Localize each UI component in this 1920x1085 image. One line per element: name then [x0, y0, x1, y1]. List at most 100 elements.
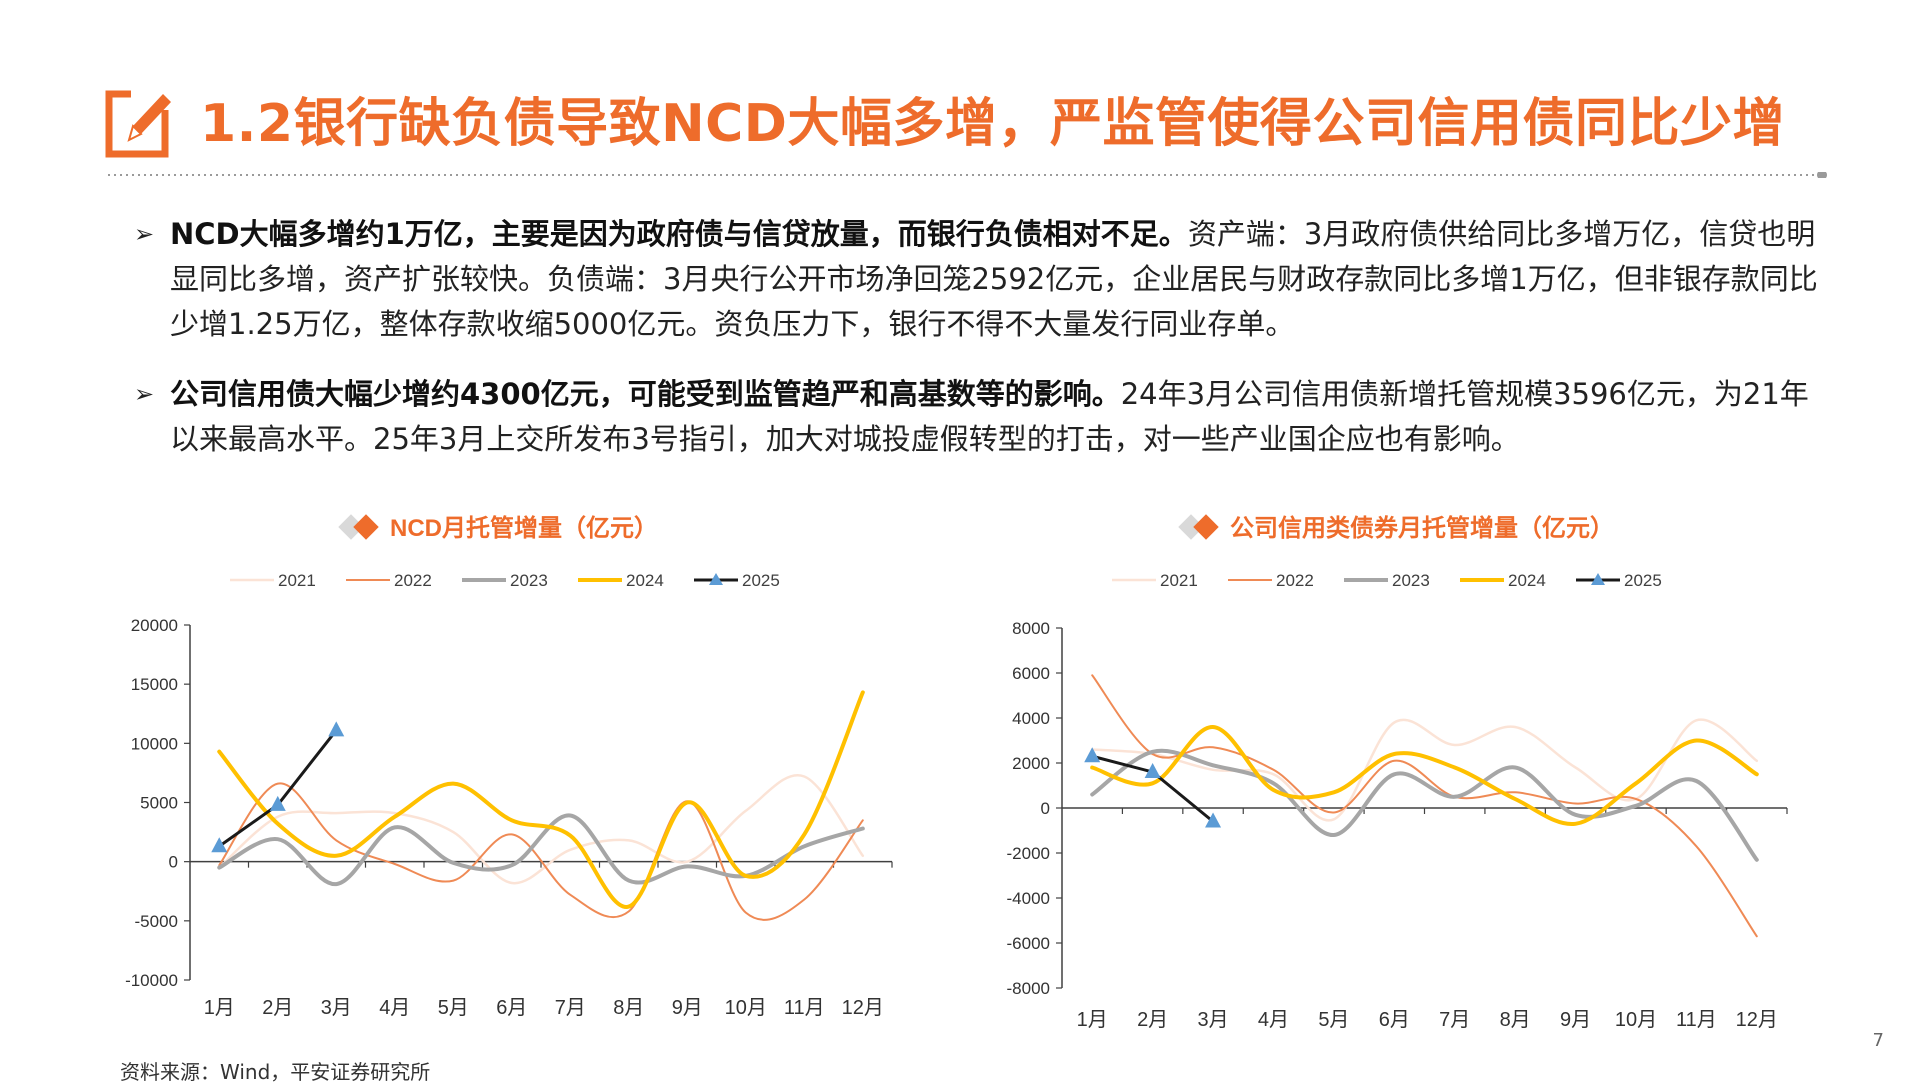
title-diamond-gray-icon — [338, 514, 364, 540]
data-point-2025 — [328, 721, 345, 737]
x-tick-label: 7月 — [555, 997, 586, 1019]
legend-marker-icon — [709, 573, 723, 585]
series-line-2022 — [1091, 674, 1758, 938]
legend-label: 2023 — [510, 571, 548, 590]
data-point-2025 — [1205, 812, 1222, 828]
source-note: 资料来源：Wind，平安证券研究所 — [120, 1060, 431, 1084]
bullet-credit-bond: ➢ 公司信用债大幅少增约4300亿元，可能受到监管趋严和高基数等的影响。24年3… — [134, 372, 1834, 462]
y-tick-label: 0 — [1041, 799, 1050, 818]
series-line-2022 — [218, 782, 864, 921]
legend-label: 2025 — [742, 571, 780, 590]
x-tick-label: 4月 — [379, 997, 410, 1019]
chart-legend: 2021 2022 2023 2024 2025 — [1112, 571, 1662, 590]
bullet-detail: 24年3月公司信用债新增托管规模3596亿元，为21年以来最高水平。25年3月上… — [170, 377, 1809, 456]
legend-label: 2021 — [278, 571, 316, 590]
chart-title: NCD月托管增量（亿元） — [390, 514, 658, 542]
y-tick-label: 5000 — [140, 794, 178, 813]
page-title: 1.2银行缺负债导致NCD大幅多增，严监管使得公司信用债同比少增 — [200, 94, 1785, 154]
x-tick-label: 9月 — [1560, 1009, 1591, 1031]
x-tick-label: 3月 — [321, 997, 352, 1019]
series-line-2024 — [217, 690, 865, 909]
series-line-2025 — [218, 729, 338, 848]
bullet-arrow-icon: ➢ — [134, 380, 155, 408]
x-tick-label: 4月 — [1258, 1009, 1289, 1031]
edit-note-icon — [105, 88, 171, 158]
y-tick-label: 4000 — [1012, 709, 1050, 728]
series-2022 — [1091, 674, 1758, 938]
legend-label: 2023 — [1392, 571, 1430, 590]
chart-title: 公司信用类债券月托管增量（亿元） — [1230, 514, 1614, 542]
legend-item-2022: 2022 — [346, 571, 432, 590]
x-tick-label: 5月 — [438, 997, 469, 1019]
y-tick-label: 15000 — [131, 675, 178, 694]
x-tick-label: 12月 — [1736, 1009, 1778, 1031]
series-line-2024 — [1090, 724, 1759, 826]
ncd-chart: NCD月托管增量（亿元） 2021 2022 2023 2024 2025 20000 150… — [125, 514, 893, 1019]
legend-item-2025: 2025 — [694, 571, 780, 590]
x-tick-label: 10月 — [1615, 1009, 1657, 1031]
bullet-body: 公司信用债大幅少增约4300亿元，可能受到监管趋严和高基数等的影响。24年3月公… — [170, 372, 1834, 462]
x-tick-label: 6月 — [1379, 1009, 1410, 1031]
legend-label: 2024 — [1508, 571, 1546, 590]
y-tick-label: 0 — [169, 853, 178, 872]
series-2025 — [1084, 747, 1222, 828]
data-point-2025 — [211, 837, 228, 853]
y-tick-label: -4000 — [1007, 889, 1050, 908]
legend-item-2024: 2024 — [1460, 571, 1546, 590]
data-point-2025 — [1084, 747, 1101, 763]
series-line-2021 — [1090, 718, 1759, 822]
series-line-2021 — [218, 773, 865, 885]
x-tick-label: 11月 — [784, 997, 825, 1019]
legend-item-2021: 2021 — [1112, 571, 1198, 590]
legend-item-2024: 2024 — [578, 571, 664, 590]
legend-item-2023: 2023 — [462, 571, 548, 590]
x-tick-label: 1月 — [1077, 1009, 1108, 1031]
bullet-headline: NCD大幅多增约1万亿，主要是因为政府债与信贷放量，而银行负债相对不足。 — [170, 217, 1188, 251]
legend-label: 2022 — [394, 571, 432, 590]
title-diamond-orange-icon — [353, 514, 379, 540]
x-tick-label: 3月 — [1197, 1009, 1228, 1031]
series-2021 — [218, 773, 865, 885]
chart-title-group: NCD月托管增量（亿元） — [338, 514, 658, 542]
legend-label: 2021 — [1160, 571, 1198, 590]
x-tick-label: 9月 — [672, 997, 703, 1019]
series-2024 — [217, 690, 865, 909]
y-tick-label: -6000 — [1007, 934, 1050, 953]
y-tick-label: -5000 — [135, 912, 178, 931]
y-tick-label: 6000 — [1012, 664, 1050, 683]
title-divider — [108, 172, 1827, 178]
y-tick-label: -2000 — [1007, 844, 1050, 863]
x-tick-label: 7月 — [1439, 1009, 1470, 1031]
series-2021 — [1090, 718, 1759, 822]
series-2022 — [218, 782, 864, 921]
chart-legend: 2021 2022 2023 2024 2025 — [230, 571, 780, 590]
x-tick-label: 5月 — [1318, 1009, 1349, 1031]
x-tick-label: 8月 — [613, 997, 644, 1019]
x-tick-label: 8月 — [1500, 1009, 1531, 1031]
legend-marker-icon — [1591, 573, 1605, 585]
x-tick-label: 2月 — [262, 997, 293, 1019]
x-tick-label: 11月 — [1676, 1009, 1717, 1031]
x-tick-label: 10月 — [725, 997, 767, 1019]
legend-item-2023: 2023 — [1344, 571, 1430, 590]
chart-title-group: 公司信用类债券月托管增量（亿元） — [1178, 514, 1614, 542]
x-tick-label: 2月 — [1137, 1009, 1168, 1031]
y-tick-label: 20000 — [131, 616, 178, 635]
x-tick-label: 6月 — [496, 997, 527, 1019]
y-tick-label: -8000 — [1007, 979, 1050, 998]
legend-item-2022: 2022 — [1228, 571, 1314, 590]
series-2023 — [1090, 748, 1759, 862]
page-number: 7 — [1872, 1030, 1884, 1051]
series-line-2023 — [1090, 748, 1759, 862]
bullet-headline: 公司信用债大幅少增约4300亿元，可能受到监管趋严和高基数等的影响。 — [170, 377, 1121, 411]
data-point-2025 — [269, 795, 286, 811]
legend-label: 2025 — [1624, 571, 1662, 590]
series-2025 — [211, 721, 345, 853]
legend-item-2025: 2025 — [1576, 571, 1662, 590]
y-tick-label: 8000 — [1012, 619, 1050, 638]
legend-item-2021: 2021 — [230, 571, 316, 590]
legend-label: 2022 — [1276, 571, 1314, 590]
y-tick-label: 10000 — [131, 734, 178, 753]
title-diamond-orange-icon — [1193, 514, 1219, 540]
data-point-2025 — [1144, 763, 1161, 778]
